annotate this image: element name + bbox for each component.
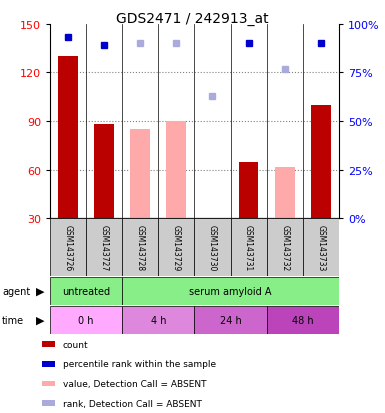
- Bar: [311, 106, 331, 219]
- Text: percentile rank within the sample: percentile rank within the sample: [63, 359, 216, 368]
- Bar: [122, 219, 158, 277]
- Text: GSM143731: GSM143731: [244, 225, 253, 271]
- Bar: [86, 219, 122, 277]
- Bar: [131, 130, 150, 219]
- Text: 24 h: 24 h: [220, 315, 241, 325]
- Bar: [94, 125, 114, 219]
- Text: value, Detection Call = ABSENT: value, Detection Call = ABSENT: [63, 379, 206, 388]
- Bar: [42, 342, 55, 347]
- Bar: [50, 306, 122, 334]
- Text: GSM143732: GSM143732: [280, 225, 289, 271]
- Text: serum amyloid A: serum amyloid A: [189, 286, 272, 296]
- Text: 4 h: 4 h: [151, 315, 166, 325]
- Text: GSM143733: GSM143733: [316, 225, 325, 271]
- Text: ▶: ▶: [36, 315, 45, 325]
- Bar: [42, 361, 55, 367]
- Bar: [166, 122, 186, 219]
- Text: GSM143728: GSM143728: [136, 225, 145, 271]
- Text: agent: agent: [2, 286, 30, 296]
- Text: 0 h: 0 h: [79, 315, 94, 325]
- Bar: [158, 219, 194, 277]
- Bar: [42, 401, 55, 406]
- Bar: [203, 219, 223, 264]
- Bar: [275, 167, 295, 219]
- Bar: [50, 219, 86, 277]
- Bar: [231, 219, 266, 277]
- Text: GSM143729: GSM143729: [172, 225, 181, 271]
- Bar: [303, 219, 339, 277]
- Text: GSM143726: GSM143726: [64, 225, 73, 271]
- Bar: [122, 306, 194, 334]
- Bar: [194, 219, 231, 277]
- Bar: [266, 306, 339, 334]
- Text: ▶: ▶: [36, 286, 45, 296]
- Text: 48 h: 48 h: [292, 315, 313, 325]
- Bar: [42, 381, 55, 386]
- Bar: [194, 306, 266, 334]
- Text: GSM143727: GSM143727: [100, 225, 109, 271]
- Text: rank, Detection Call = ABSENT: rank, Detection Call = ABSENT: [63, 399, 202, 408]
- Text: GDS2471 / 242913_at: GDS2471 / 242913_at: [116, 12, 269, 26]
- Bar: [239, 162, 258, 219]
- Text: time: time: [2, 315, 24, 325]
- Text: GSM143730: GSM143730: [208, 225, 217, 271]
- Text: count: count: [63, 340, 89, 349]
- Text: untreated: untreated: [62, 286, 110, 296]
- Bar: [122, 277, 339, 305]
- Bar: [58, 57, 78, 219]
- Bar: [50, 277, 122, 305]
- Bar: [266, 219, 303, 277]
